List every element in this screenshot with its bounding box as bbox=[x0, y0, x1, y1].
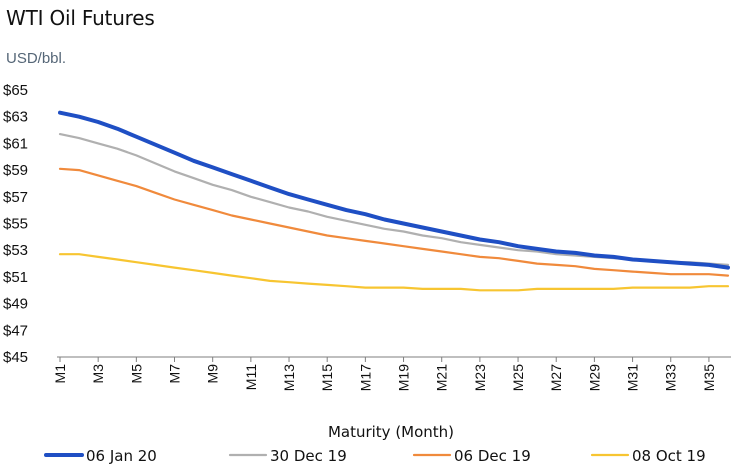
x-tick-label: M29 bbox=[586, 364, 602, 391]
legend-label: 30 Dec 19 bbox=[270, 447, 347, 465]
legend-label: 06 Dec 19 bbox=[454, 447, 531, 465]
x-tick-label: M17 bbox=[357, 364, 373, 391]
x-tick-label: M3 bbox=[90, 364, 106, 384]
legend-label: 08 Oct 19 bbox=[632, 447, 706, 465]
plot-area: $45 $47 $49 $51 $53 $55 $57 $59 $61 $63 $65 M1 M3 M5… bbox=[3, 82, 731, 391]
x-axis-ticks: M1 M3 M5 M7 M9 M11 M13 M15 M17 M19 M21 M23 M25 M27 M29… bbox=[52, 357, 717, 391]
y-tick-label: $51 bbox=[3, 269, 28, 286]
x-axis-title: Maturity (Month) bbox=[328, 423, 454, 441]
y-tick-label: $45 bbox=[3, 349, 28, 366]
x-tick-label: M15 bbox=[319, 364, 335, 391]
y-tick-label: $49 bbox=[3, 296, 28, 313]
x-tick-label: M11 bbox=[243, 364, 259, 390]
x-tick-label: M9 bbox=[205, 364, 221, 384]
series-lines bbox=[58, 110, 730, 292]
y-tick-label: $61 bbox=[3, 135, 28, 152]
x-tick-label: M33 bbox=[663, 364, 679, 391]
y-tick-label: $47 bbox=[3, 322, 28, 339]
y-tick-label: $55 bbox=[3, 216, 28, 233]
x-tick-label: M7 bbox=[167, 364, 183, 384]
series-line-06-dec-19 bbox=[58, 167, 730, 277]
x-tick-label: M35 bbox=[701, 364, 717, 391]
legend: 06 Jan 20 30 Dec 19 06 Dec 19 08 Oct 19 bbox=[44, 447, 706, 465]
y-tick-label: $59 bbox=[3, 162, 28, 179]
x-tick-label: M21 bbox=[434, 364, 450, 391]
x-tick-label: M5 bbox=[128, 364, 144, 384]
y-tick-label: $57 bbox=[3, 189, 28, 206]
legend-label: 06 Jan 20 bbox=[86, 447, 157, 465]
x-tick-label: M19 bbox=[396, 364, 412, 391]
x-tick-label: M13 bbox=[281, 364, 297, 391]
x-tick-label: M31 bbox=[625, 364, 641, 391]
y-axis-ticks: $45 $47 $49 $51 $53 $55 $57 $59 $61 $63 $65 bbox=[3, 82, 28, 366]
y-axis-unit-label: USD/bbl. bbox=[6, 50, 67, 67]
chart-title: WTI Oil Futures bbox=[6, 6, 155, 30]
x-tick-label: M27 bbox=[548, 364, 564, 391]
x-tick-label: M1 bbox=[52, 364, 68, 384]
x-tick-label: M23 bbox=[472, 364, 488, 391]
y-tick-label: $65 bbox=[3, 82, 28, 99]
y-tick-label: $63 bbox=[3, 109, 28, 126]
series-line-08-oct-19 bbox=[58, 253, 730, 292]
x-tick-label: M25 bbox=[510, 364, 526, 391]
series-line-06-jan-20 bbox=[58, 110, 730, 270]
y-tick-label: $53 bbox=[3, 242, 28, 259]
